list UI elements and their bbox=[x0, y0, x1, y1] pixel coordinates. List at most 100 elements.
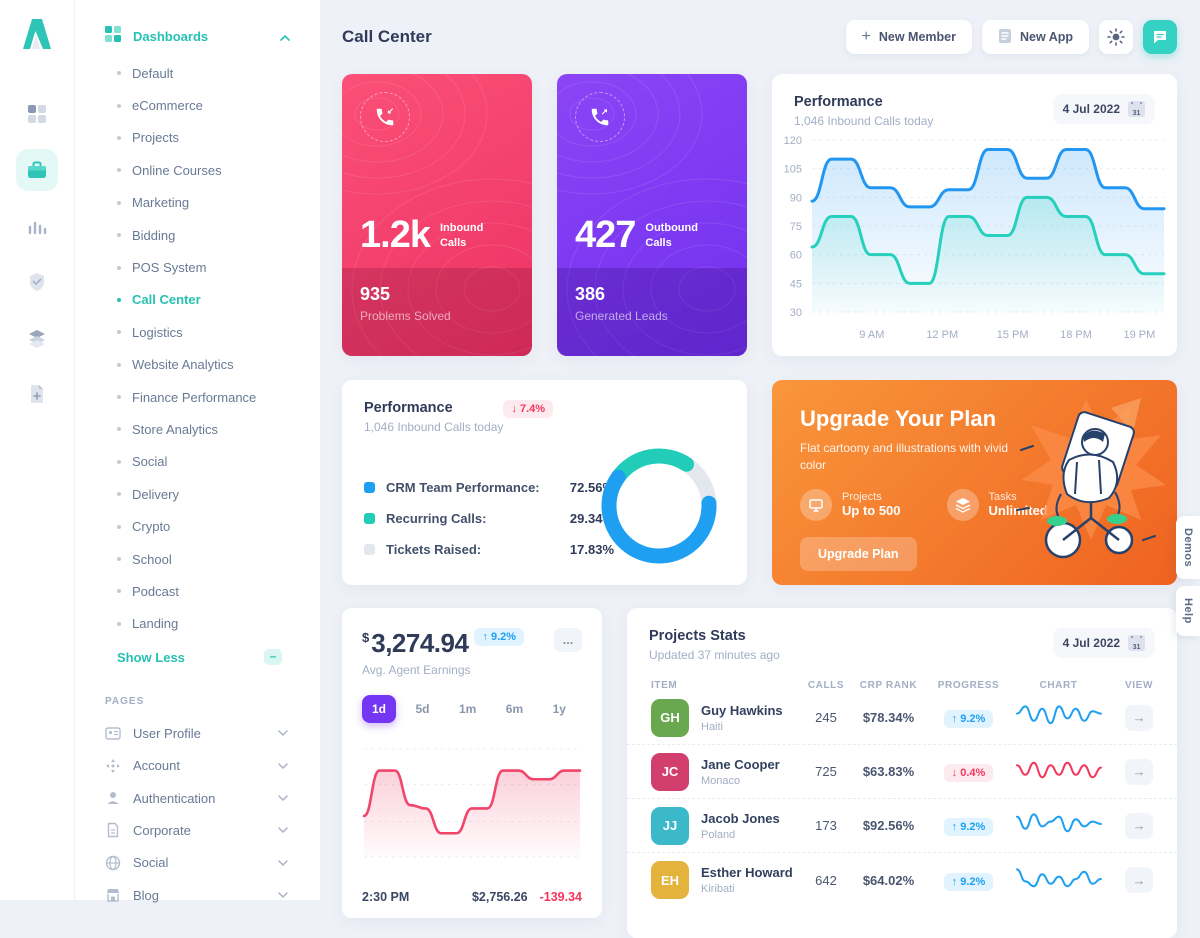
calls-value: 642 bbox=[815, 872, 837, 888]
range-tabs: 1d 5d 1m 6m 1y bbox=[362, 695, 582, 723]
card-title: Performance bbox=[794, 94, 883, 110]
sidebar-page-social[interactable]: Social bbox=[75, 847, 320, 879]
show-less-button[interactable]: Show Less – bbox=[75, 640, 320, 674]
sidebar-item-social[interactable]: Social bbox=[75, 446, 320, 478]
shield-check-icon[interactable] bbox=[16, 261, 58, 303]
outbound-value: 427 bbox=[575, 214, 636, 256]
dashboards-menu: Default eCommerce Projects Online Courses Ma… bbox=[75, 57, 320, 640]
sidebar-item-ecommerce[interactable]: eCommerce bbox=[75, 89, 320, 121]
sidebar-item-projects[interactable]: Projects bbox=[75, 122, 320, 154]
sidebar-item-finance-performance[interactable]: Finance Performance bbox=[75, 381, 320, 413]
bullet-icon bbox=[117, 330, 121, 335]
sidebar-item-website-analytics[interactable]: Website Analytics bbox=[75, 349, 320, 381]
help-tab[interactable]: Help bbox=[1176, 586, 1200, 636]
inbound-value: 1.2k bbox=[360, 214, 431, 256]
file-plus-icon[interactable] bbox=[16, 373, 58, 415]
theme-toggle-button[interactable] bbox=[1099, 20, 1133, 54]
legend-swatch bbox=[364, 482, 375, 493]
monitor-icon bbox=[800, 488, 832, 521]
dashboards-grid-icon bbox=[105, 26, 121, 47]
range-tab-1d[interactable]: 1d bbox=[362, 695, 397, 723]
view-row-button[interactable]: → bbox=[1125, 812, 1153, 839]
footer-delta: -139.34 bbox=[539, 890, 582, 904]
problems-solved-value: 935 bbox=[360, 284, 391, 304]
svg-text:12 PM: 12 PM bbox=[926, 329, 958, 341]
bullet-icon bbox=[117, 621, 121, 626]
inbound-calls-card: ↙ 1.2k Inbound Calls 935 Problems Solved bbox=[342, 74, 532, 356]
person-icon bbox=[107, 792, 119, 804]
range-tab-5d[interactable]: 5d bbox=[405, 695, 439, 723]
sidebar-item-podcast[interactable]: Podcast bbox=[75, 575, 320, 607]
chevron-down-icon bbox=[278, 795, 288, 801]
calls-value: 245 bbox=[815, 710, 837, 725]
new-app-label: New App bbox=[1019, 30, 1073, 44]
card-subtitle: 1,046 Inbound Calls today bbox=[794, 114, 934, 128]
sparkline-chart bbox=[1011, 863, 1106, 898]
show-less-label: Show Less bbox=[117, 649, 185, 665]
chevron-down-icon bbox=[278, 860, 288, 866]
sidebar-item-delivery[interactable]: Delivery bbox=[75, 478, 320, 510]
layers-icon bbox=[946, 488, 979, 521]
new-app-button[interactable]: New App bbox=[981, 20, 1089, 54]
date-picker[interactable]: 4 Jul 2022 31 bbox=[1052, 94, 1155, 124]
sidebar-page-authentication[interactable]: Authentication bbox=[75, 782, 320, 814]
svg-text:105: 105 bbox=[784, 164, 802, 176]
sidebar-item-school[interactable]: School bbox=[75, 543, 320, 575]
legend-swatch bbox=[364, 544, 375, 555]
date-picker[interactable]: 4 Jul 2022 31 bbox=[1052, 628, 1155, 658]
svg-text:15 PM: 15 PM bbox=[997, 329, 1029, 341]
range-tab-1y[interactable]: 1y bbox=[543, 695, 576, 723]
bar-chart-icon[interactable] bbox=[16, 205, 58, 247]
sidebar-item-bidding[interactable]: Bidding bbox=[75, 219, 320, 251]
sidebar-item-online-courses[interactable]: Online Courses bbox=[75, 154, 320, 186]
earnings-value: 3,274.94 bbox=[371, 628, 469, 658]
view-row-button[interactable]: → bbox=[1125, 758, 1153, 785]
sidebar-page-user-profile[interactable]: User Profile bbox=[75, 717, 320, 749]
sidebar-item-call-center[interactable]: Call Center bbox=[75, 284, 320, 316]
chat-button[interactable] bbox=[1143, 20, 1177, 54]
sidebar-section-dashboards[interactable]: Dashboards bbox=[75, 0, 320, 57]
view-row-button[interactable]: → bbox=[1125, 704, 1153, 731]
sun-icon bbox=[1107, 28, 1125, 46]
problems-solved-label: Problems Solved bbox=[360, 309, 451, 323]
sidebar-page-blog[interactable]: Blog bbox=[75, 879, 320, 911]
view-row-button[interactable]: → bbox=[1125, 867, 1153, 893]
bullet-icon bbox=[117, 524, 121, 529]
page-title: Call Center bbox=[342, 27, 432, 46]
sidebar-page-corporate[interactable]: Corporate bbox=[75, 814, 320, 846]
legend-item-crm-team-performance-: CRM Team Performance: 72.56% bbox=[364, 480, 614, 495]
svg-text:60: 60 bbox=[790, 250, 802, 262]
svg-text:120: 120 bbox=[784, 135, 802, 147]
sidebar-item-pos-system[interactable]: POS System bbox=[75, 251, 320, 283]
range-tab-6m[interactable]: 6m bbox=[496, 695, 533, 723]
demos-tab[interactable]: Demos bbox=[1176, 516, 1200, 580]
column-calls: CALLS bbox=[807, 680, 845, 691]
card-subtitle: 1,046 Inbound Calls today bbox=[364, 420, 504, 434]
bullet-icon bbox=[117, 233, 121, 238]
briefcase-icon[interactable] bbox=[16, 149, 58, 191]
sidebar-item-default[interactable]: Default bbox=[75, 57, 320, 89]
sidebar-item-logistics[interactable]: Logistics bbox=[75, 316, 320, 348]
more-options-button[interactable]: ... bbox=[554, 628, 582, 652]
upgrade-title: Upgrade Your Plan bbox=[800, 406, 997, 431]
sidebar-page-account[interactable]: Account bbox=[75, 749, 320, 781]
generated-leads-value: 386 bbox=[575, 284, 606, 304]
bullet-icon bbox=[117, 459, 121, 464]
new-member-button[interactable]: + New Member bbox=[845, 20, 972, 54]
sidebar-item-store-analytics[interactable]: Store Analytics bbox=[75, 413, 320, 445]
range-tab-1m[interactable]: 1m bbox=[449, 695, 486, 723]
column-crp-rank: CRP RANK bbox=[859, 680, 918, 691]
layers-icon[interactable] bbox=[16, 317, 58, 359]
dashboard-grid-icon[interactable] bbox=[16, 93, 58, 135]
sidebar-item-crypto[interactable]: Crypto bbox=[75, 510, 320, 542]
document-icon bbox=[998, 28, 1012, 47]
crp-rank-value: $64.02% bbox=[862, 872, 915, 888]
upgrade-plan-button[interactable]: Upgrade Plan bbox=[800, 536, 917, 571]
table-body: GH Guy Hawkins Haiti 245 $78.34% ↑ 9.2% → JC Jan… bbox=[627, 691, 1177, 907]
sidebar-item-marketing[interactable]: Marketing bbox=[75, 187, 320, 219]
donut-chart bbox=[601, 448, 717, 564]
app-logo[interactable] bbox=[15, 16, 59, 57]
storefront-icon bbox=[107, 889, 119, 902]
avatar: GH bbox=[651, 698, 689, 737]
sidebar-item-landing[interactable]: Landing bbox=[75, 608, 320, 640]
